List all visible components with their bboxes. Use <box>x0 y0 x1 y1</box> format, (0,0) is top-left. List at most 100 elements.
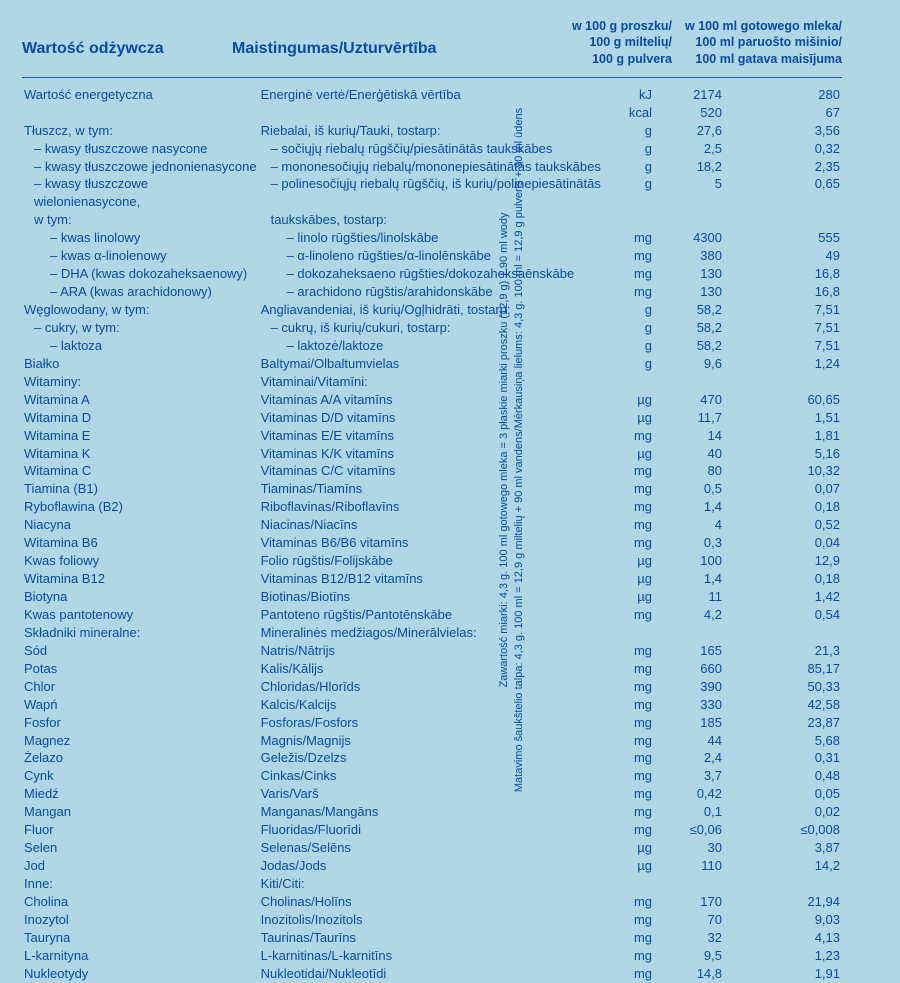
cell-name-pl: Cynk <box>22 767 259 785</box>
cell-name-alt: Nukleotidai/Nukleotīdi <box>259 965 620 983</box>
cell-name-alt: – laktozė/laktoze <box>259 337 620 355</box>
cell-unit: g <box>620 140 654 158</box>
cell-value-per100ml: 1,91 <box>724 965 842 983</box>
cell-unit: mg <box>620 785 654 803</box>
cell-value-per100ml: 67 <box>724 104 842 122</box>
cell-value-per100ml: 1,81 <box>724 427 842 445</box>
table-row: – kwasy tłuszczowe nasycone– sočiųjų rie… <box>22 140 842 158</box>
table-row: ŻelazoGeležis/Dzelzsmg2,40,31 <box>22 749 842 767</box>
cell-value-per100g: 0,5 <box>654 480 724 498</box>
cell-value-per100g <box>654 373 724 391</box>
cell-name-alt: Natris/Nātrijs <box>259 642 620 660</box>
cell-name-pl: Witamina D <box>22 409 259 427</box>
cell-name-pl: Ryboflawina (B2) <box>22 498 259 516</box>
cell-name-alt: Cinkas/Cinks <box>259 767 620 785</box>
cell-value-per100g: 27,6 <box>654 122 724 140</box>
cell-value-per100ml: 0,48 <box>724 767 842 785</box>
cell-unit: mg <box>620 821 654 839</box>
cell-value-per100g: 470 <box>654 391 724 409</box>
cell-unit <box>620 875 654 893</box>
table-row: NiacynaNiacinas/Niacīnsmg40,52 <box>22 516 842 534</box>
cell-unit <box>620 624 654 642</box>
cell-name-alt: Vitaminai/Vitamīni: <box>259 373 620 391</box>
cell-name-alt: Selenas/Selēns <box>259 839 620 857</box>
cell-name-alt: L-karnitinas/L-karnitīns <box>259 947 620 965</box>
cell-unit: mg <box>620 732 654 750</box>
table-row: Węglowodany, w tym:Angliavandeniai, iš k… <box>22 301 842 319</box>
header-col-1: Wartość odżywcza <box>22 18 232 58</box>
table-row: ChlorChloridas/Hlorīdsmg39050,33 <box>22 678 842 696</box>
cell-unit: g <box>620 355 654 373</box>
cell-value-per100ml: 0,54 <box>724 606 842 624</box>
cell-value-per100ml <box>724 875 842 893</box>
cell-name-alt: Geležis/Dzelzs <box>259 749 620 767</box>
cell-name-alt: Taurinas/Taurīns <box>259 929 620 947</box>
cell-value-per100ml: 0,05 <box>724 785 842 803</box>
cell-value-per100g: 170 <box>654 893 724 911</box>
cell-name-pl: Wapń <box>22 696 259 714</box>
cell-name-alt: Manganas/Mangāns <box>259 803 620 821</box>
cell-value-per100ml: 3,87 <box>724 839 842 857</box>
cell-name-alt: Cholinas/Holīns <box>259 893 620 911</box>
cell-unit: g <box>620 319 654 337</box>
cell-name-pl: – DHA (kwas dokozaheksaenowy) <box>22 265 259 283</box>
cell-unit: µg <box>620 857 654 875</box>
cell-unit: kJ <box>620 86 654 104</box>
cell-name-alt: Mineralinės medžiagos/Minerālvielas: <box>259 624 620 642</box>
cell-value-per100g: 520 <box>654 104 724 122</box>
cell-name-alt: Fosforas/Fosfors <box>259 714 620 732</box>
cell-value-per100ml: 7,51 <box>724 319 842 337</box>
cell-unit: mg <box>620 749 654 767</box>
cell-name-alt: – mononesočiųjų riebalų/mononepiesātināt… <box>259 158 620 176</box>
table-row: Kwas foliowyFolio rūgštis/Folijskābeµg10… <box>22 552 842 570</box>
header-col-3: w 100 g proszku/100 g miltelių/100 g pul… <box>522 18 672 67</box>
cell-name-pl: Magnez <box>22 732 259 750</box>
cell-value-per100g: 58,2 <box>654 337 724 355</box>
table-row: Witamina DVitaminas D/D vitamīnsµg11,71,… <box>22 409 842 427</box>
cell-unit: µg <box>620 839 654 857</box>
cell-name-alt: – arachidono rūgštis/arahidonskābe <box>259 283 620 301</box>
cell-name-alt: Vitaminas E/E vitamīns <box>259 427 620 445</box>
cell-name-alt: Riboflavinas/Riboflavīns <box>259 498 620 516</box>
cell-name-pl: Witamina K <box>22 445 259 463</box>
cell-name-alt: – polinesočiųjų riebalų rūgščių, iš kuri… <box>259 175 620 211</box>
cell-value-per100g <box>654 875 724 893</box>
table-row: FluorFluoridas/Fluorīdimg≤0,06≤0,008 <box>22 821 842 839</box>
table-row: Witamina EVitaminas E/E vitamīnsmg141,81 <box>22 427 842 445</box>
cell-unit: mg <box>620 516 654 534</box>
table-row: L-karnitynaL-karnitinas/L-karnitīnsmg9,5… <box>22 947 842 965</box>
cell-value-per100ml: 0,52 <box>724 516 842 534</box>
cell-value-per100g: 100 <box>654 552 724 570</box>
cell-value-per100ml: 1,42 <box>724 588 842 606</box>
cell-value-per100g: 0,3 <box>654 534 724 552</box>
cell-value-per100ml: 7,51 <box>724 301 842 319</box>
cell-unit: mg <box>620 893 654 911</box>
cell-value-per100g: 70 <box>654 911 724 929</box>
cell-unit: mg <box>620 803 654 821</box>
cell-value-per100ml: 50,33 <box>724 678 842 696</box>
cell-name-pl: Biotyna <box>22 588 259 606</box>
cell-value-per100ml: 1,23 <box>724 947 842 965</box>
cell-value-per100ml: 280 <box>724 86 842 104</box>
cell-name-alt: Kalcis/Kalcijs <box>259 696 620 714</box>
cell-unit: g <box>620 158 654 176</box>
cell-unit: mg <box>620 965 654 983</box>
cell-name-alt: Kiti/Citi: <box>259 875 620 893</box>
cell-value-per100ml: 0,02 <box>724 803 842 821</box>
cell-value-per100ml <box>724 211 842 229</box>
cell-name-alt: taukskābes, tostarp: <box>259 211 620 229</box>
cell-name-pl: Inozytol <box>22 911 259 929</box>
cell-name-alt: Energinė vertė/Enerģētiskā vērtība <box>259 86 620 104</box>
cell-name-alt: Angliavandeniai, iš kurių/Ogļhidrāti, to… <box>259 301 620 319</box>
table-row: Witamina CVitaminas C/C vitamīnsmg8010,3… <box>22 462 842 480</box>
cell-name-alt: Vitaminas K/K vitamīns <box>259 445 620 463</box>
cell-name-pl: Fluor <box>22 821 259 839</box>
cell-name-alt: Folio rūgštis/Folijskābe <box>259 552 620 570</box>
cell-name-pl: – cukry, w tym: <box>22 319 259 337</box>
cell-name-alt: Magnis/Magnijs <box>259 732 620 750</box>
table-row: WapńKalcis/Kalcijsmg33042,58 <box>22 696 842 714</box>
table-row: SelenSelenas/Selēnsµg303,87 <box>22 839 842 857</box>
cell-name-pl: Witaminy: <box>22 373 259 391</box>
cell-name-pl: L-karnityna <box>22 947 259 965</box>
cell-value-per100g: 30 <box>654 839 724 857</box>
